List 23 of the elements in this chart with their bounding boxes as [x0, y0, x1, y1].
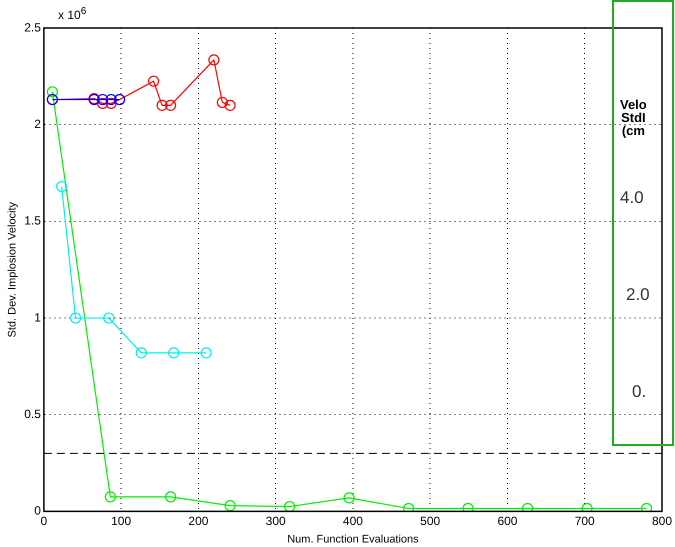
x-tick-label: 700: [574, 514, 596, 528]
x-tick-label: 400: [342, 514, 364, 528]
x-tick-label: 100: [111, 514, 132, 528]
y-axis-title: Std. Dev. Implosion Velocity: [6, 201, 19, 338]
y-tick-label: 1.5: [24, 214, 42, 228]
y-tick-label: 1: [34, 310, 42, 324]
x-tick-label: 800: [652, 514, 672, 528]
annotation: 4.0: [620, 188, 644, 208]
annotation: 0.: [632, 382, 646, 402]
annotation: (cm: [620, 123, 646, 138]
text: x 10$^{6}$: [58, 6, 86, 22]
annotation: StdI: [620, 110, 647, 125]
x-tick-label: 200: [188, 514, 209, 528]
annotation: Velo: [620, 97, 647, 112]
y-tick-label: 0.5: [24, 407, 42, 422]
x-tick-label: 300: [266, 514, 286, 528]
x-tick-label: 500: [420, 514, 441, 528]
y-tick-label: 0: [34, 504, 42, 518]
x-tick-label: 600: [497, 514, 518, 528]
annotation: 2.0: [626, 285, 650, 305]
x-axis-title: Num. Function Evaluations: [287, 533, 420, 546]
y-tick-label: 2.5: [24, 20, 42, 34]
y-tick-label: 2: [34, 116, 42, 131]
